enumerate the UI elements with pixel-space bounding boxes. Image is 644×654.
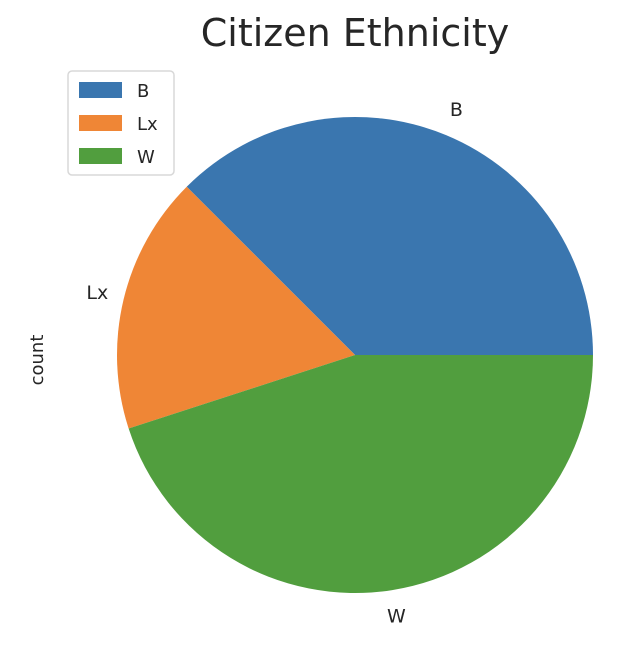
legend-swatch-w	[79, 148, 122, 164]
chart-title: Citizen Ethnicity	[201, 11, 510, 55]
legend-swatch-lx	[79, 115, 122, 131]
pie-slice-w	[128, 355, 593, 593]
slice-label-lx: Lx	[86, 282, 108, 304]
legend-label-w: W	[137, 147, 155, 168]
pie-slice-lx	[117, 186, 355, 429]
y-axis-label: count	[27, 335, 48, 386]
legend-label-b: B	[137, 81, 149, 102]
legend-label-lx: Lx	[137, 114, 158, 135]
legend-items: B Lx W	[79, 81, 158, 168]
pie-slices	[117, 117, 593, 593]
pie-slice-b	[186, 117, 593, 355]
slice-label-w: W	[387, 606, 406, 628]
pie-slice-labels: B Lx W	[86, 99, 463, 628]
legend: B Lx W	[67, 70, 175, 176]
slice-label-b: B	[450, 99, 463, 121]
legend-swatch-b	[79, 82, 122, 98]
